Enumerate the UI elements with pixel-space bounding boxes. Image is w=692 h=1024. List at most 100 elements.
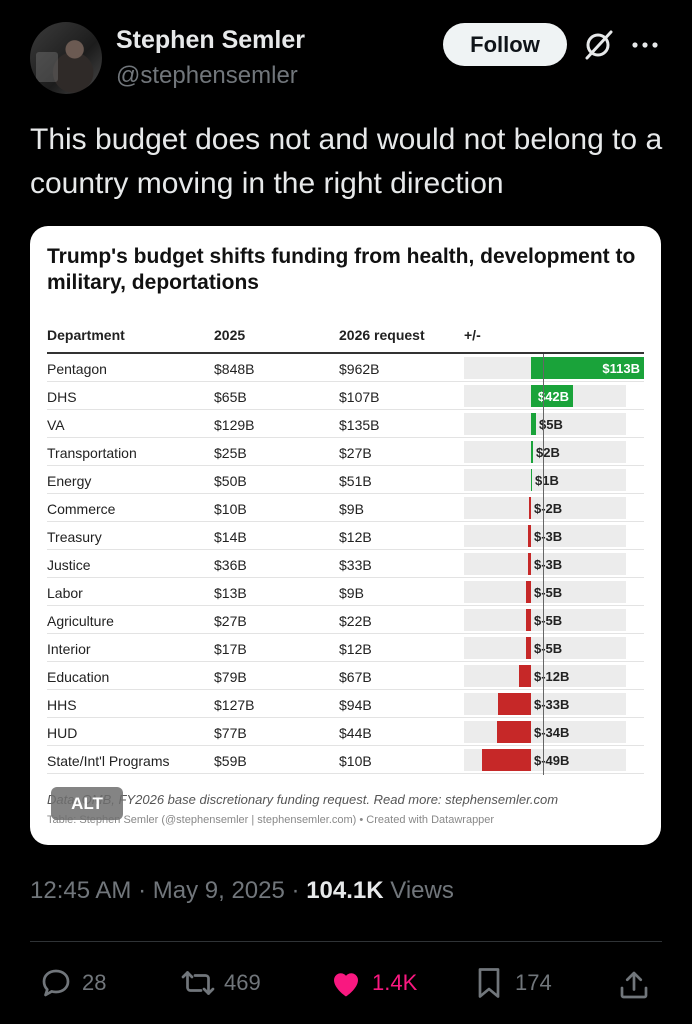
table-row: HHS $127B $94B $-33B [47, 690, 644, 718]
change-label: $-33B [534, 697, 570, 712]
change-label: $1B [535, 473, 559, 488]
more-icon[interactable] [630, 30, 660, 60]
department-cell: DHS [47, 389, 77, 405]
table-row: State/Int'l Programs $59B $10B $-49B [47, 746, 644, 774]
value-2025-cell: $17B [214, 641, 247, 657]
department-cell: Education [47, 669, 110, 685]
change-bar [526, 637, 531, 659]
value-2026-cell: $9B [339, 585, 364, 601]
like-button[interactable]: 1.4K [328, 965, 417, 1001]
alt-badge[interactable]: ALT [51, 787, 123, 820]
value-2025-cell: $10B [214, 501, 247, 517]
value-2026-cell: $51B [339, 473, 372, 489]
value-2025-cell: $77B [214, 725, 247, 741]
table-row: Agriculture $27B $22B $-5B [47, 606, 644, 634]
bar-track [464, 665, 626, 687]
column-header-2025: 2025 [214, 327, 246, 343]
value-2025-cell: $25B [214, 445, 247, 461]
reply-count: 28 [82, 970, 107, 995]
value-2026-cell: $22B [339, 613, 372, 629]
row-divider [47, 745, 644, 746]
follow-button[interactable]: Follow [443, 23, 567, 66]
zero-line [543, 354, 544, 775]
row-divider [47, 577, 644, 578]
bar-track [464, 553, 626, 575]
row-divider [47, 773, 644, 774]
value-2026-cell: $12B [339, 529, 372, 545]
change-bar [498, 693, 531, 715]
department-cell: Agriculture [47, 613, 114, 629]
bar-track [464, 609, 626, 631]
change-bar [528, 553, 531, 575]
value-2025-cell: $14B [214, 529, 247, 545]
repost-count: 469 [224, 970, 261, 995]
bar-track [464, 413, 626, 435]
table-row: Transportation $25B $27B $2B [47, 438, 644, 466]
avatar[interactable] [30, 22, 102, 94]
bookmark-count: 174 [515, 970, 552, 995]
views-count: 104.1K [306, 877, 384, 904]
share-icon[interactable] [616, 967, 652, 1003]
department-cell: Justice [47, 557, 91, 573]
change-label: $-3B [534, 557, 563, 572]
bar-track [464, 497, 626, 519]
tweet-text: This budget does not and would not belon… [30, 123, 663, 200]
table-row: DHS $65B $107B $42B [47, 382, 644, 410]
tweet-time[interactable]: 12:45 AM [30, 877, 132, 904]
row-divider [47, 409, 644, 410]
row-divider [47, 689, 644, 690]
department-cell: Commerce [47, 501, 116, 517]
value-2026-cell: $27B [339, 445, 372, 461]
bar-track [464, 637, 626, 659]
change-bar [526, 609, 531, 631]
bookmark-icon [478, 968, 500, 998]
department-cell: Treasury [47, 529, 102, 545]
value-2026-cell: $9B [339, 501, 364, 517]
change-bar [531, 413, 536, 435]
bar-track [464, 581, 626, 603]
tweet-meta: 12:45 AM · May 9, 2025 · 104.1K Views [30, 877, 454, 904]
tweet-date[interactable]: May 9, 2025 [152, 877, 285, 904]
value-2026-cell: $107B [339, 389, 380, 405]
change-label: $-5B [534, 641, 563, 656]
repost-button[interactable]: 469 [180, 965, 261, 1001]
department-cell: Transportation [47, 445, 137, 461]
change-label: $42B [537, 389, 569, 404]
change-label: $-2B [534, 501, 563, 516]
repost-icon [181, 971, 215, 995]
table-row: Treasury $14B $12B $-3B [47, 522, 644, 550]
change-label: $-49B [534, 753, 570, 768]
change-label: $113B [602, 361, 640, 376]
value-2025-cell: $36B [214, 557, 247, 573]
value-2026-cell: $44B [339, 725, 372, 741]
change-bar [531, 469, 532, 491]
department-cell: Labor [47, 585, 83, 601]
change-label: $-5B [534, 613, 563, 628]
department-cell: VA [47, 417, 65, 433]
value-2025-cell: $79B [214, 669, 247, 685]
value-2026-cell: $135B [339, 417, 380, 433]
author-handle[interactable]: @stephensemler [116, 62, 298, 89]
row-divider [47, 661, 644, 662]
like-icon [334, 973, 358, 997]
value-2025-cell: $127B [214, 697, 255, 713]
value-2026-cell: $12B [339, 641, 372, 657]
chart-image[interactable]: Trump's budget shifts funding from healt… [30, 226, 661, 845]
table-row: Commerce $10B $9B $-2B [47, 494, 644, 522]
table-row: Pentagon $848B $962B $113B [47, 354, 644, 382]
change-label: $-5B [534, 585, 563, 600]
row-divider [47, 521, 644, 522]
value-2025-cell: $13B [214, 585, 247, 601]
table-row: Justice $36B $33B $-3B [47, 550, 644, 578]
author-name[interactable]: Stephen Semler [116, 26, 305, 54]
department-cell: Energy [47, 473, 92, 489]
department-cell: State/Int'l Programs [47, 753, 170, 769]
value-2025-cell: $65B [214, 389, 247, 405]
change-bar [531, 385, 573, 407]
department-cell: HHS [47, 697, 77, 713]
change-bar [482, 749, 531, 771]
change-bar [526, 581, 531, 603]
grok-icon[interactable] [581, 28, 615, 62]
bookmark-button[interactable]: 174 [471, 965, 552, 1001]
reply-button[interactable]: 28 [38, 965, 106, 1001]
